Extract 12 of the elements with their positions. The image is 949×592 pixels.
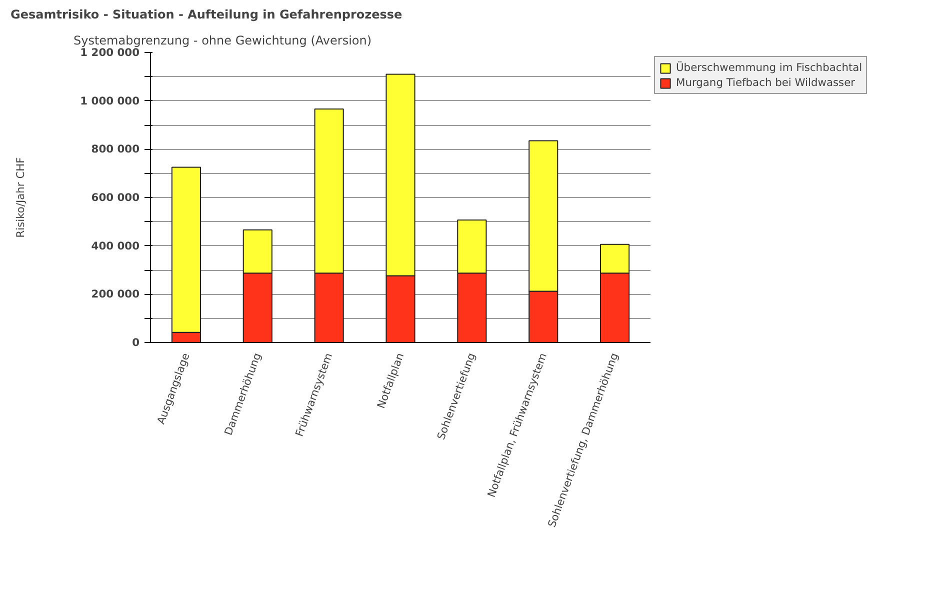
y-axis-title: Risiko/Jahr CHF	[14, 157, 28, 238]
y-tick-label: 1 200 000	[80, 46, 140, 59]
y-tick-label: 400 000	[91, 239, 140, 252]
chart-title: Gesamtrisiko - Situation - Aufteilung in Gefahrenprozesse	[10, 8, 402, 22]
y-tick-label: 0	[132, 336, 140, 349]
y-tick-label: 800 000	[91, 142, 140, 156]
legend-label: Überschwemmung im Fischbachtal	[676, 61, 862, 74]
legend-label: Murgang Tiefbach bei Wildwasser	[676, 76, 856, 89]
chart-subtitle: Systemabgrenzung - ohne Gewichtung (Aversion)	[74, 34, 372, 48]
y-tick-label: 200 000	[91, 288, 140, 301]
y-tick-label: 600 000	[91, 191, 140, 204]
y-tick-label: 1 000 000	[80, 94, 140, 108]
